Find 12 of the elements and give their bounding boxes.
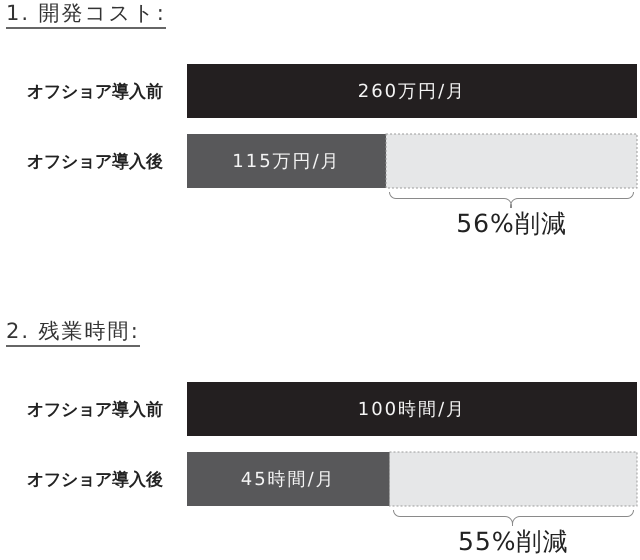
text: 56%削減 bbox=[456, 209, 567, 238]
y-tick-label: オフショア導入後 bbox=[27, 152, 163, 172]
chart-title: 2. 残業時間: bbox=[6, 318, 140, 347]
y-tick-label: オフショア導入前 bbox=[27, 82, 163, 102]
data-label: 100時間/月 bbox=[358, 398, 466, 420]
data-label: 115万円/月 bbox=[232, 150, 341, 172]
data-label: 45時間/月 bbox=[240, 468, 336, 490]
chart-title: 1. 開発コスト: bbox=[6, 0, 166, 29]
y-tick-label: オフショア導入前 bbox=[27, 400, 163, 420]
y-tick-label: オフショア導入後 bbox=[27, 470, 163, 490]
data-label: 260万円/月 bbox=[358, 80, 466, 102]
text: 55%削減 bbox=[458, 527, 569, 556]
